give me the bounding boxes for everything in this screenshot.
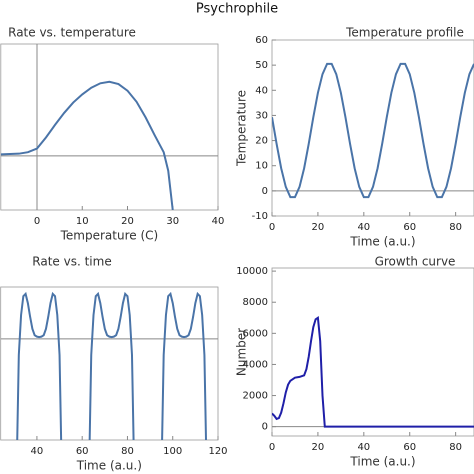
y-tick-label: 6000 <box>243 328 268 339</box>
x-axis-label: Temperature (C) <box>60 229 159 243</box>
y-tick-label: 10000 <box>236 266 268 277</box>
x-tick-label: 20 <box>121 216 134 227</box>
y-tick-label: 0 <box>262 186 268 197</box>
y-axis-label: Number <box>235 328 249 376</box>
data-line <box>16 291 207 440</box>
x-tick-label: 40 <box>357 442 370 453</box>
x-tick-label: 80 <box>449 442 462 453</box>
plot-frame <box>0 43 219 211</box>
y-tick-label: 2000 <box>243 391 268 402</box>
y-tick-label: 0 <box>262 422 268 433</box>
y-axis-label: Temperature <box>235 90 249 167</box>
x-tick-label: 10 <box>76 216 89 227</box>
y-tick-label: 50 <box>255 60 268 71</box>
x-tick-label: 40 <box>31 446 44 457</box>
x-axis-label: Time (a.u.) <box>76 459 142 473</box>
y-tick-label: 8000 <box>243 297 268 308</box>
panel-title: Temperature profile <box>345 26 464 40</box>
panel: Rate vs. temperature Temperature (C) 0 10 20… <box>0 26 225 243</box>
x-tick-label: 40 <box>212 216 225 227</box>
y-tick-label: -10 <box>252 211 268 222</box>
x-tick-label: 20 <box>312 222 325 233</box>
y-tick-label: 4000 <box>243 359 268 370</box>
figure-title: Psychrophile <box>196 2 278 17</box>
plot-frame <box>271 267 474 437</box>
x-tick-label: 60 <box>76 446 89 457</box>
panel: Rate vs. time Time (a.u.) 40 60 80 100 120 <box>0 255 228 473</box>
panel: Temperature profile Time (a.u.) Temperatur… <box>235 26 474 249</box>
x-tick-label: 60 <box>403 222 416 233</box>
x-tick-label: 80 <box>121 446 134 457</box>
data-line <box>0 80 174 210</box>
x-tick-label: 100 <box>163 446 182 457</box>
x-tick-label: 30 <box>166 216 179 227</box>
x-tick-label: 0 <box>269 442 275 453</box>
x-axis-label: Time (a.u.) <box>349 235 415 249</box>
x-tick-label: 0 <box>34 216 40 227</box>
panel-title: Growth curve <box>375 255 456 269</box>
y-tick-label: 40 <box>255 85 268 96</box>
panel: Growth curve Time (a.u.) Number 0 20 40 60 80 0 2… <box>235 255 474 469</box>
x-tick-label: 0 <box>269 222 275 233</box>
y-tick-label: 60 <box>255 35 268 46</box>
x-tick-label: 80 <box>449 222 462 233</box>
panel-title: Rate vs. temperature <box>8 26 136 40</box>
data-line <box>272 316 474 428</box>
x-tick-label: 60 <box>403 442 416 453</box>
data-line <box>272 62 474 199</box>
y-tick-label: 10 <box>255 161 268 172</box>
y-tick-label: 20 <box>255 136 268 147</box>
x-tick-label: 20 <box>312 442 325 453</box>
plot-frame <box>0 286 219 441</box>
plot-frame <box>271 39 474 217</box>
x-tick-label: 40 <box>357 222 370 233</box>
y-tick-label: 30 <box>255 110 268 121</box>
x-axis-label: Time (a.u.) <box>349 455 415 469</box>
x-tick-label: 120 <box>208 446 227 457</box>
panel-title: Rate vs. time <box>32 255 111 269</box>
